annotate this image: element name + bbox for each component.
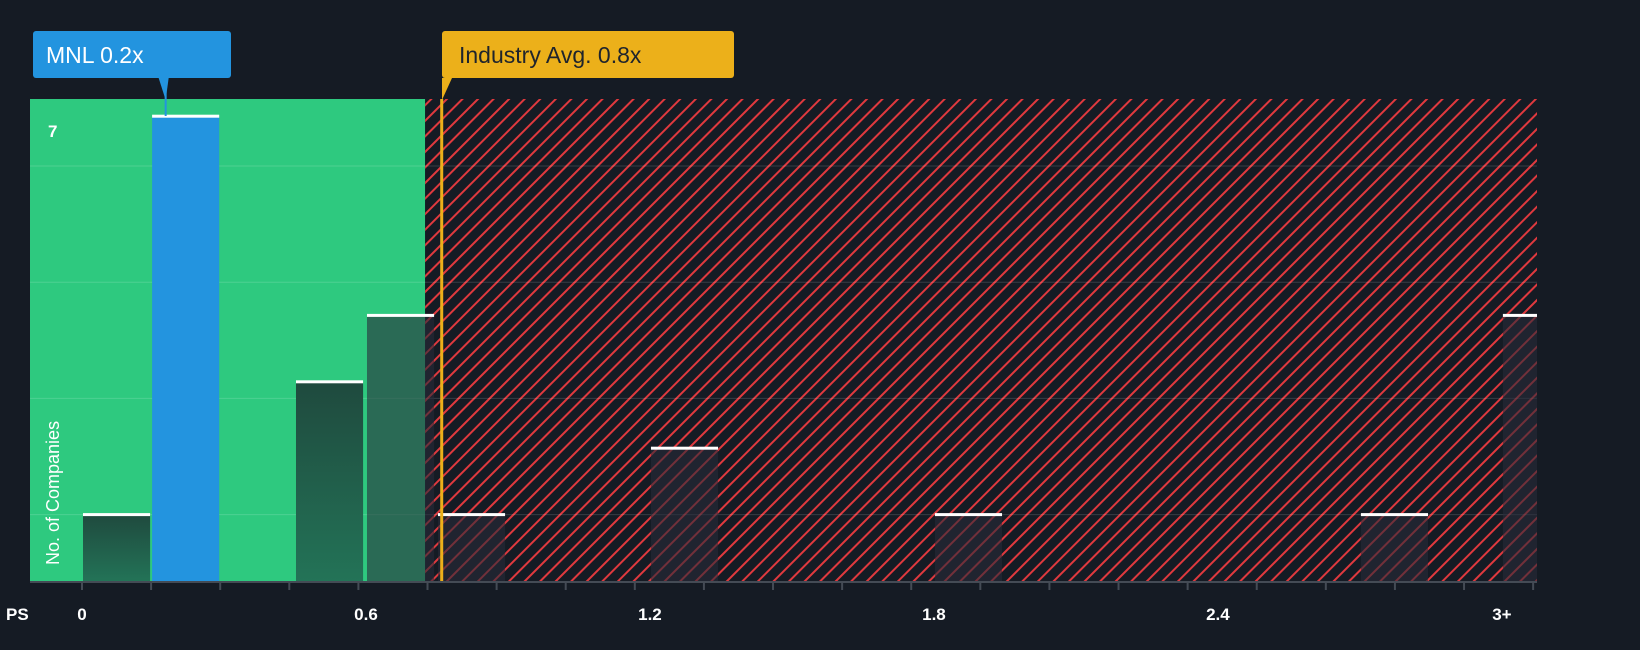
industry-callout bbox=[442, 31, 734, 78]
histogram-bar bbox=[437, 514, 506, 581]
histogram-bar bbox=[650, 448, 719, 581]
x-tick-label: 1.2 bbox=[638, 605, 662, 624]
x-axis-label: PS bbox=[6, 605, 29, 624]
bar-cap bbox=[650, 446, 719, 450]
y-tick-label: 7 bbox=[48, 122, 57, 141]
x-tick-label: 0 bbox=[77, 605, 86, 624]
histogram-bar bbox=[1360, 514, 1429, 581]
x-tick-label: 1.8 bbox=[922, 605, 946, 624]
x-tick-label: 3+ bbox=[1492, 605, 1511, 624]
bar-cap bbox=[295, 380, 364, 384]
histogram-bar bbox=[366, 315, 435, 581]
bar-cap bbox=[152, 114, 220, 118]
y-axis-label: No. of Companies bbox=[43, 421, 63, 565]
bar-cap bbox=[1360, 513, 1429, 517]
company-label: MNL 0.2x bbox=[46, 42, 144, 68]
bar-cap bbox=[1502, 313, 1537, 317]
industry-callout-pointer bbox=[442, 78, 452, 100]
histogram-bar bbox=[934, 514, 1003, 581]
histogram-bar bbox=[152, 116, 220, 581]
industry-label: Industry Avg. 0.8x bbox=[459, 42, 642, 68]
histogram-bar bbox=[1502, 315, 1537, 581]
histogram-bar bbox=[295, 381, 364, 581]
bar-cap bbox=[366, 313, 435, 317]
overvalued-zone bbox=[425, 99, 1538, 581]
histogram-bar bbox=[83, 514, 151, 581]
bar-cap bbox=[437, 513, 506, 517]
bar-cap bbox=[934, 513, 1003, 517]
x-tick-label: 2.4 bbox=[1206, 605, 1230, 624]
undervalued-zone bbox=[30, 99, 426, 581]
company-callout-pointer bbox=[158, 78, 169, 100]
company-callout bbox=[33, 31, 231, 78]
x-tick-label: 0.6 bbox=[354, 605, 378, 624]
bar-cap bbox=[83, 513, 151, 517]
